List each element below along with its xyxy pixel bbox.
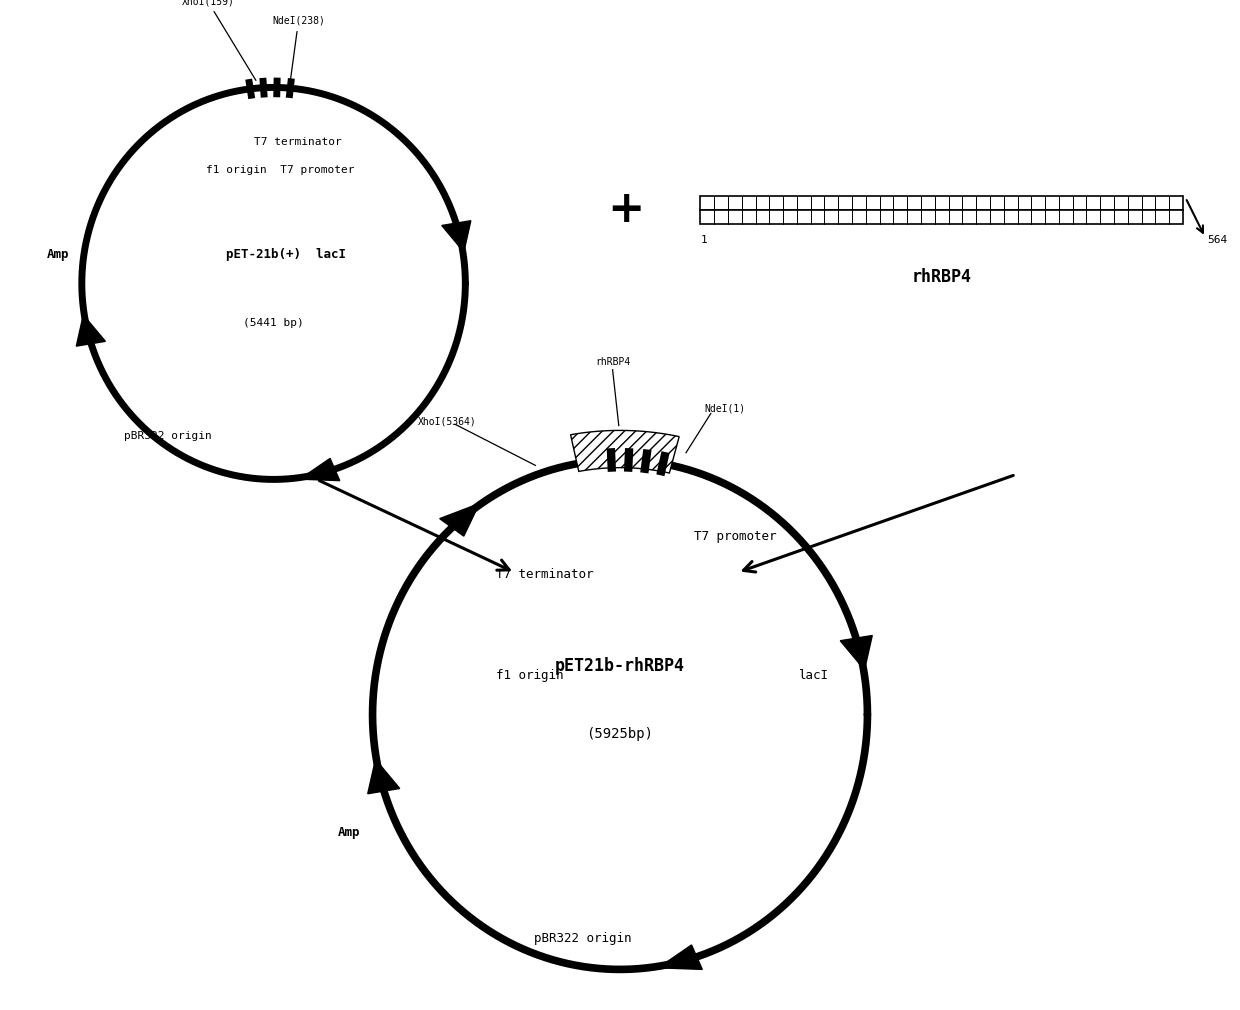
Bar xyxy=(701,196,1183,210)
Text: NdeI(1): NdeI(1) xyxy=(704,404,745,413)
Text: f1 origin: f1 origin xyxy=(496,669,564,682)
Polygon shape xyxy=(441,221,471,251)
Polygon shape xyxy=(658,945,702,970)
Text: lacI: lacI xyxy=(799,669,828,682)
Text: T7 terminator: T7 terminator xyxy=(254,137,342,147)
Text: XhoI(159): XhoI(159) xyxy=(181,0,255,81)
Text: pBR322 origin: pBR322 origin xyxy=(534,932,631,945)
Text: XhoI(5364): XhoI(5364) xyxy=(418,416,476,426)
Text: rhRBP4: rhRBP4 xyxy=(911,268,972,286)
Polygon shape xyxy=(77,315,105,346)
Text: rhRBP4: rhRBP4 xyxy=(595,357,630,367)
Text: T7 terminator: T7 terminator xyxy=(496,568,594,581)
Text: f1 origin  T7 promoter: f1 origin T7 promoter xyxy=(206,165,355,175)
Text: pET-21b(+)  lacI: pET-21b(+) lacI xyxy=(226,247,346,261)
Text: Amp: Amp xyxy=(337,826,360,838)
Text: NdeI(238): NdeI(238) xyxy=(272,16,325,82)
Text: T7 promoter: T7 promoter xyxy=(694,530,776,542)
Polygon shape xyxy=(368,760,399,794)
Polygon shape xyxy=(300,459,340,481)
Text: pET21b-rhRBP4: pET21b-rhRBP4 xyxy=(556,656,684,675)
Text: 1: 1 xyxy=(701,235,707,245)
Text: +: + xyxy=(608,189,645,231)
Text: (5925bp): (5925bp) xyxy=(587,727,653,741)
Polygon shape xyxy=(570,430,680,473)
Bar xyxy=(701,210,1183,223)
Text: 564: 564 xyxy=(1208,235,1228,245)
Text: Amp: Amp xyxy=(47,247,69,261)
Polygon shape xyxy=(440,504,480,536)
Text: pBR322 origin: pBR322 origin xyxy=(124,431,212,441)
Text: (5441 bp): (5441 bp) xyxy=(243,317,304,327)
Polygon shape xyxy=(841,635,872,670)
